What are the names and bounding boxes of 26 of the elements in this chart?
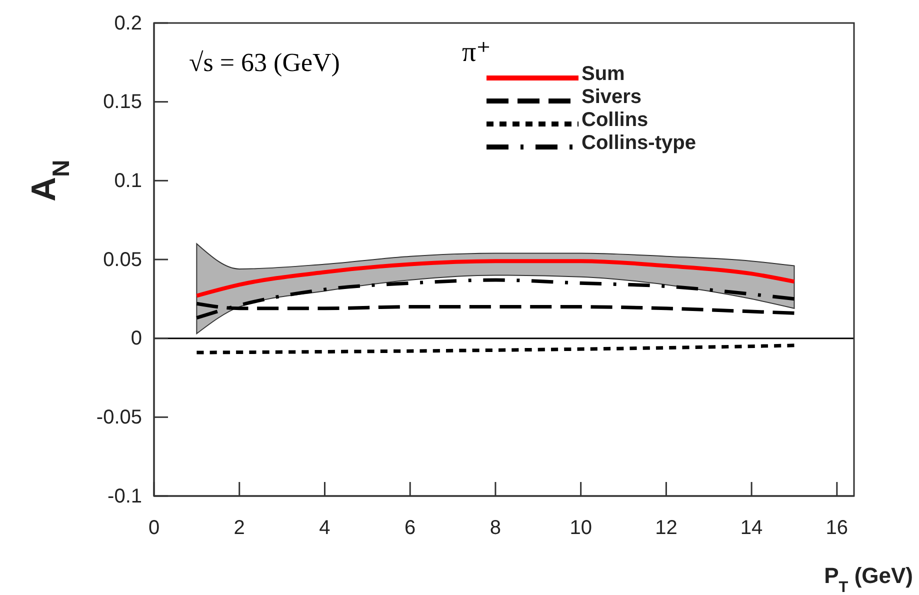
x-tick-label: 6	[404, 517, 416, 540]
annotation: √s = 63 (GeV)	[189, 48, 340, 77]
legend-label: Collins	[582, 109, 648, 131]
x-tick-label: 4	[319, 517, 330, 540]
legend-label: Sum	[582, 63, 625, 85]
legend-label: Collins-type	[582, 132, 696, 154]
x-axis-title: P$_{T}$ (GeV)	[824, 563, 913, 595]
y-tick-label: -0.1	[108, 485, 142, 508]
x-tick-label: 16	[826, 517, 848, 540]
x-tick-label: 2	[234, 517, 245, 540]
y-tick-label: 0	[130, 328, 142, 350]
x-tick-label: 14	[740, 517, 763, 540]
y-tick-label: 0.1	[114, 170, 142, 192]
line-series	[194, 278, 796, 320]
legend-label: Sivers	[582, 86, 642, 108]
y-tick-label: 0.2	[114, 12, 142, 34]
y-tick-label: 0.05	[103, 248, 142, 271]
y-tick-label: -0.05	[96, 406, 142, 429]
line-series	[194, 259, 796, 298]
x-tick-label: 0	[148, 517, 160, 540]
y-tick-label: 0.15	[103, 91, 142, 114]
x-tick-label: 12	[655, 517, 678, 540]
x-tick-label: 10	[570, 517, 592, 540]
annotation: π⁺	[462, 37, 491, 68]
x-tick-label: 8	[490, 517, 502, 540]
line-series	[194, 344, 796, 354]
